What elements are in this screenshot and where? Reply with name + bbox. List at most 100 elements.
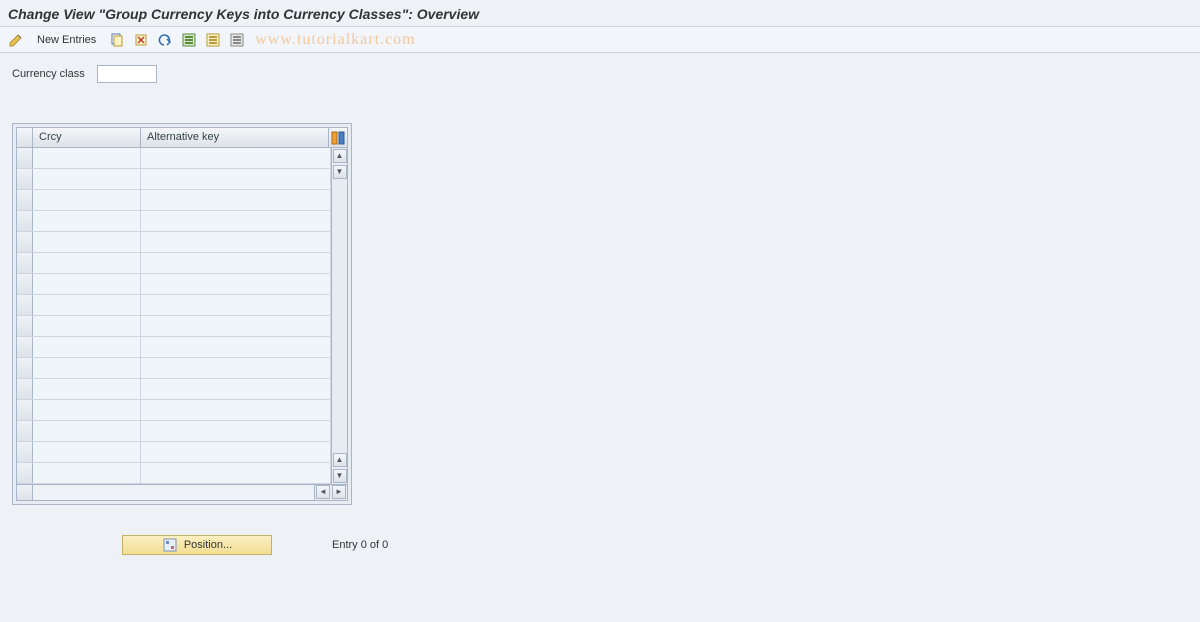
- scroll-left-icon[interactable]: ◄: [316, 485, 330, 499]
- table-row: [17, 337, 331, 358]
- cell-altkey[interactable]: [141, 463, 331, 483]
- deselect-all-icon[interactable]: [227, 30, 247, 50]
- select-block-icon[interactable]: [203, 30, 223, 50]
- cell-altkey[interactable]: [141, 211, 331, 231]
- currency-class-input[interactable]: [97, 65, 157, 83]
- footer-row: Position... Entry 0 of 0: [122, 535, 1188, 555]
- cell-altkey[interactable]: [141, 190, 331, 210]
- table-row: [17, 400, 331, 421]
- table-row: [17, 442, 331, 463]
- cell-crcy[interactable]: [33, 358, 141, 378]
- cell-crcy[interactable]: [33, 232, 141, 252]
- copy-icon[interactable]: [107, 30, 127, 50]
- cell-crcy[interactable]: [33, 274, 141, 294]
- cell-altkey[interactable]: [141, 169, 331, 189]
- cell-altkey[interactable]: [141, 400, 331, 420]
- cell-altkey[interactable]: [141, 232, 331, 252]
- new-entries-button[interactable]: New Entries: [30, 31, 103, 49]
- row-selector[interactable]: [17, 316, 33, 336]
- page-title: Change View "Group Currency Keys into Cu…: [0, 0, 1200, 27]
- table-row: [17, 421, 331, 442]
- row-selector[interactable]: [17, 463, 33, 483]
- cell-altkey[interactable]: [141, 148, 331, 168]
- toggle-change-icon[interactable]: [6, 30, 26, 50]
- position-label: Position...: [184, 539, 232, 551]
- currency-class-label: Currency class: [12, 68, 85, 80]
- grid-rows: [17, 148, 331, 484]
- grid-config-icon[interactable]: [329, 128, 347, 147]
- grid-header-crcy[interactable]: Crcy: [33, 128, 141, 147]
- cell-crcy[interactable]: [33, 295, 141, 315]
- table-row: [17, 253, 331, 274]
- cell-crcy[interactable]: [33, 400, 141, 420]
- row-selector[interactable]: [17, 274, 33, 294]
- row-selector[interactable]: [17, 148, 33, 168]
- cell-altkey[interactable]: [141, 274, 331, 294]
- grid-footer-selector: [17, 485, 33, 500]
- row-selector[interactable]: [17, 400, 33, 420]
- undo-icon[interactable]: [155, 30, 175, 50]
- cell-altkey[interactable]: [141, 358, 331, 378]
- scroll-down-icon[interactable]: ▼: [333, 469, 347, 483]
- scroll-down-step-icon[interactable]: ▼: [333, 165, 347, 179]
- grid-vscroll: ▲ ▼ ▲ ▼: [331, 148, 347, 484]
- cell-crcy[interactable]: [33, 463, 141, 483]
- grid-header-selector[interactable]: [17, 128, 33, 147]
- content-area: Currency class Crcy Alternative key ▲ ▼ …: [0, 53, 1200, 567]
- table-row: [17, 211, 331, 232]
- grid-container: Crcy Alternative key ▲ ▼ ▲ ▼: [12, 123, 352, 505]
- table-row: [17, 295, 331, 316]
- row-selector[interactable]: [17, 379, 33, 399]
- cell-crcy[interactable]: [33, 148, 141, 168]
- row-selector[interactable]: [17, 190, 33, 210]
- row-selector[interactable]: [17, 442, 33, 462]
- table-row: [17, 169, 331, 190]
- watermark-text: www.tutorialkart.com: [255, 31, 415, 49]
- cell-crcy[interactable]: [33, 379, 141, 399]
- cell-crcy[interactable]: [33, 337, 141, 357]
- grid-header: Crcy Alternative key: [17, 128, 347, 148]
- table-row: [17, 274, 331, 295]
- currency-class-row: Currency class: [12, 65, 1188, 83]
- cell-crcy[interactable]: [33, 190, 141, 210]
- grid-header-altkey[interactable]: Alternative key: [141, 128, 329, 147]
- row-selector[interactable]: [17, 211, 33, 231]
- row-selector[interactable]: [17, 421, 33, 441]
- cell-altkey[interactable]: [141, 442, 331, 462]
- scroll-up-step-icon[interactable]: ▲: [333, 453, 347, 467]
- cell-crcy[interactable]: [33, 253, 141, 273]
- scroll-right-icon[interactable]: ►: [332, 485, 346, 499]
- entry-count-text: Entry 0 of 0: [332, 539, 388, 551]
- cell-crcy[interactable]: [33, 316, 141, 336]
- table-row: [17, 463, 331, 484]
- grid-body: ▲ ▼ ▲ ▼: [17, 148, 347, 484]
- cell-altkey[interactable]: [141, 421, 331, 441]
- row-selector[interactable]: [17, 169, 33, 189]
- table-row: [17, 316, 331, 337]
- position-button[interactable]: Position...: [122, 535, 272, 555]
- toolbar: New Entries www.tutorialkart.com: [0, 27, 1200, 53]
- cell-altkey[interactable]: [141, 253, 331, 273]
- table-row: [17, 379, 331, 400]
- cell-crcy[interactable]: [33, 211, 141, 231]
- scroll-up-icon[interactable]: ▲: [333, 149, 347, 163]
- row-selector[interactable]: [17, 295, 33, 315]
- cell-crcy[interactable]: [33, 442, 141, 462]
- row-selector[interactable]: [17, 253, 33, 273]
- cell-altkey[interactable]: [141, 295, 331, 315]
- row-selector[interactable]: [17, 337, 33, 357]
- hscroll-track[interactable]: [33, 485, 314, 500]
- delete-icon[interactable]: [131, 30, 151, 50]
- position-icon: [162, 537, 178, 553]
- cell-crcy[interactable]: [33, 169, 141, 189]
- table-row: [17, 148, 331, 169]
- table-row: [17, 358, 331, 379]
- row-selector[interactable]: [17, 232, 33, 252]
- cell-altkey[interactable]: [141, 379, 331, 399]
- select-all-icon[interactable]: [179, 30, 199, 50]
- table-row: [17, 190, 331, 211]
- cell-crcy[interactable]: [33, 421, 141, 441]
- cell-altkey[interactable]: [141, 316, 331, 336]
- row-selector[interactable]: [17, 358, 33, 378]
- cell-altkey[interactable]: [141, 337, 331, 357]
